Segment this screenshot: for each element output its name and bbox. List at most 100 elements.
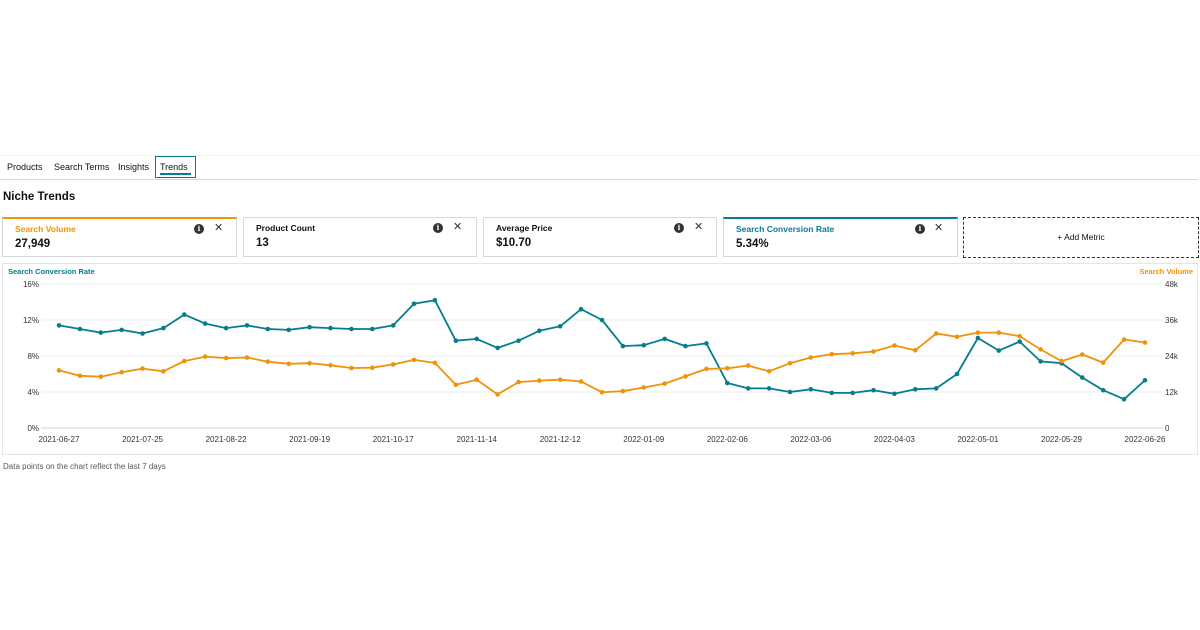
close-icon[interactable]: ✕ (694, 221, 704, 233)
right-tick-label: 24k (1165, 352, 1179, 361)
data-point-search-volume (140, 366, 145, 371)
x-tick-label: 2021-08-22 (206, 435, 247, 444)
info-icon[interactable]: i (433, 223, 443, 233)
data-point-conversion-rate (996, 348, 1002, 353)
data-point-search-volume (1017, 333, 1022, 339)
info-icon[interactable]: i (194, 224, 204, 234)
data-point-conversion-rate (77, 326, 83, 332)
data-point-search-volume (641, 385, 647, 390)
data-point-search-volume (1100, 360, 1106, 365)
x-tick-label: 2022-05-01 (957, 435, 998, 444)
data-point-search-volume (370, 365, 375, 370)
data-point-conversion-rate (954, 371, 960, 377)
tab-active-underline (160, 173, 191, 175)
left-tick-label: 12% (23, 316, 39, 325)
x-tick-label: 2022-04-03 (874, 435, 915, 444)
add-metric-button[interactable]: + Add Metric (963, 217, 1199, 258)
left-axis-title: Search Conversion Rate (8, 267, 95, 276)
data-point-conversion-rate (578, 306, 584, 312)
data-point-search-volume (1121, 337, 1127, 342)
data-point-conversion-rate (202, 321, 208, 326)
data-point-conversion-rate (98, 330, 104, 335)
tab-bar: Products Search Terms Insights Trends (0, 155, 1198, 180)
data-point-search-volume (599, 390, 605, 395)
x-tick-label: 2022-03-06 (790, 435, 831, 444)
data-point-conversion-rate (432, 297, 438, 303)
data-point-conversion-rate (537, 328, 542, 334)
data-point-conversion-rate (411, 301, 417, 307)
data-point-search-volume (829, 351, 834, 357)
x-tick-label: 2021-12-12 (540, 435, 581, 444)
data-point-conversion-rate (223, 325, 229, 331)
data-point-search-volume (557, 377, 563, 382)
data-point-search-volume (892, 343, 897, 348)
tab-search-terms[interactable]: Search Terms (54, 162, 110, 172)
data-point-search-volume (516, 379, 521, 385)
metric-card-title: Average Price (496, 223, 553, 233)
metric-card-average-price[interactable]: Average Price $10.70 i ✕ (483, 217, 717, 257)
data-point-conversion-rate (453, 338, 459, 343)
data-point-conversion-rate (516, 338, 521, 343)
metric-card-value: 13 (256, 237, 269, 249)
left-tick-label: 8% (27, 352, 39, 361)
left-tick-label: 4% (27, 388, 39, 397)
data-point-conversion-rate (349, 326, 354, 332)
data-point-search-volume (265, 359, 271, 364)
data-point-search-volume (495, 392, 500, 397)
close-icon[interactable]: ✕ (934, 222, 944, 234)
series-line-conversion-rate (58, 299, 1146, 401)
data-point-search-volume (349, 365, 354, 371)
metric-card-value: 27,949 (15, 238, 51, 250)
x-tick-label: 2021-11-14 (457, 435, 498, 444)
data-point-conversion-rate (787, 389, 793, 395)
metric-card-product-count[interactable]: Product Count 13 i ✕ (243, 217, 477, 257)
data-point-search-volume (954, 334, 960, 340)
data-point-search-volume (1038, 347, 1043, 352)
data-point-search-volume (77, 373, 83, 379)
x-tick-label: 2021-09-19 (289, 435, 330, 444)
metric-card-title: Search Conversion Rate (736, 224, 835, 234)
tab-products[interactable]: Products (7, 162, 43, 172)
metric-card-value: 5.34% (736, 238, 769, 250)
metric-card-title: Product Count (256, 223, 316, 233)
data-point-search-volume (244, 355, 250, 360)
data-point-conversion-rate (1142, 378, 1148, 383)
data-point-conversion-rate (745, 386, 751, 391)
data-point-conversion-rate (620, 343, 626, 349)
data-point-search-volume (328, 363, 333, 368)
data-point-conversion-rate (56, 323, 62, 328)
info-icon[interactable]: i (915, 224, 925, 234)
data-point-search-volume (787, 360, 793, 366)
data-point-search-volume (182, 358, 187, 364)
close-icon[interactable]: ✕ (214, 222, 224, 234)
data-point-conversion-rate (913, 387, 918, 392)
close-icon[interactable]: ✕ (453, 221, 463, 233)
tab-insights[interactable]: Insights (118, 162, 150, 172)
data-point-conversion-rate (495, 345, 500, 351)
x-tick-label: 2022-02-06 (707, 435, 748, 444)
data-point-search-volume (307, 360, 312, 366)
metric-card-value: $10.70 (496, 237, 532, 249)
data-point-conversion-rate (808, 387, 814, 392)
x-tick-label: 2022-06-26 (1125, 435, 1166, 444)
data-point-search-volume (537, 378, 542, 383)
metric-card-search-conversion-rate[interactable]: Search Conversion Rate 5.34% i ✕ (723, 217, 958, 257)
data-point-search-volume (98, 374, 104, 379)
data-point-search-volume (871, 349, 876, 354)
data-point-search-volume (745, 363, 751, 368)
data-point-search-volume (808, 355, 814, 360)
data-point-conversion-rate (892, 391, 897, 397)
data-point-conversion-rate (725, 380, 730, 386)
data-point-search-volume (56, 368, 62, 373)
data-point-search-volume (975, 330, 981, 335)
series-line-search-volume (58, 331, 1146, 396)
data-point-search-volume (578, 379, 584, 384)
metric-card-search-volume[interactable]: Search Volume 27,949 i ✕ (2, 217, 237, 257)
trend-chart: 0% 0 4% 12k 8% 24k 12% 36k 16% 48k Search Conversi… (8, 267, 1193, 444)
x-tick-label: 2021-07-25 (122, 435, 163, 444)
data-point-search-volume (390, 362, 396, 367)
info-icon[interactable]: i (674, 223, 684, 233)
tab-trends[interactable]: Trends (155, 156, 196, 178)
data-point-search-volume (766, 369, 772, 374)
data-point-conversion-rate (871, 387, 876, 393)
